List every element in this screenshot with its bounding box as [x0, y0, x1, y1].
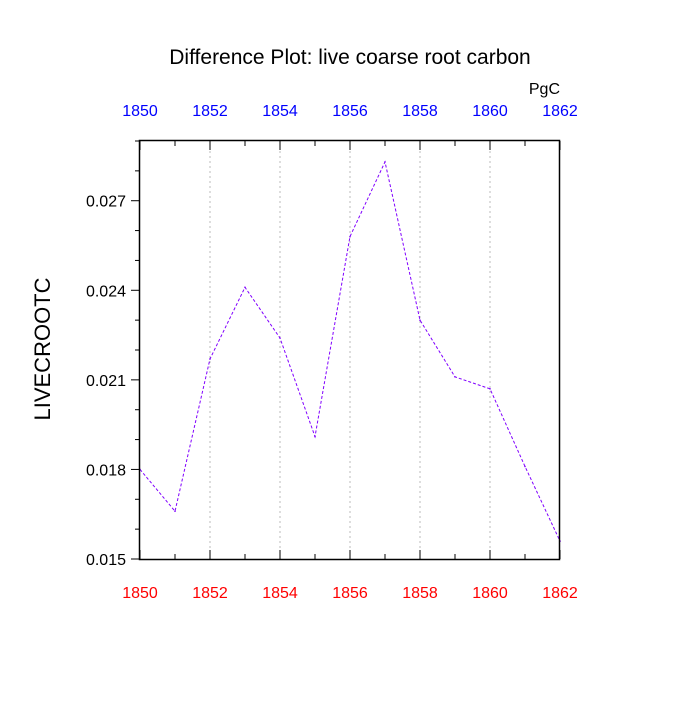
y-axis-label: LIVECROOTC [30, 277, 55, 420]
y-tick-label: 0.018 [86, 462, 126, 479]
x-tick-label-top: 1860 [472, 103, 508, 120]
tick-labels: 1850 1850 1852 1852 1854 1854 1856 1856 1858 1858… [86, 103, 578, 602]
y-tick-label: 0.015 [86, 552, 126, 569]
data-point [279, 337, 281, 339]
data-point [489, 388, 491, 390]
x-tick-label-top: 1850 [122, 103, 158, 120]
data-point [209, 358, 211, 360]
x-tick-label-top: 1852 [192, 103, 228, 120]
x-tick-label-bottom: 1860 [472, 585, 508, 602]
x-tick-label-bottom: 1852 [192, 585, 228, 602]
y-tick-label: 0.021 [86, 373, 126, 390]
x-tick-label-bottom: 1856 [332, 585, 368, 602]
y-tick-label: 0.024 [86, 283, 126, 300]
data-point [524, 465, 526, 468]
units-label: PgC [529, 81, 560, 98]
data-point [384, 161, 386, 163]
chart-title: Difference Plot: live coarse root carbon [169, 46, 530, 69]
x-tick-label-top: 1856 [332, 103, 368, 120]
y-tick-label: 0.027 [86, 194, 126, 211]
data-point [174, 510, 176, 513]
x-tick-label-bottom: 1854 [262, 585, 298, 602]
series-group [139, 160, 561, 542]
data-point [349, 235, 351, 238]
data-point [244, 286, 246, 289]
tick-marks [131, 140, 561, 560]
x-tick-label-bottom: 1862 [542, 585, 578, 602]
x-tick-label-bottom: 1850 [122, 585, 158, 602]
data-point [419, 319, 421, 321]
x-tick-label-top: 1858 [402, 103, 438, 120]
x-tick-label-top: 1862 [542, 103, 578, 120]
data-point [314, 435, 316, 438]
data-point [454, 376, 456, 378]
x-tick-label-top: 1854 [262, 103, 298, 120]
x-tick-label-bottom: 1858 [402, 585, 438, 602]
